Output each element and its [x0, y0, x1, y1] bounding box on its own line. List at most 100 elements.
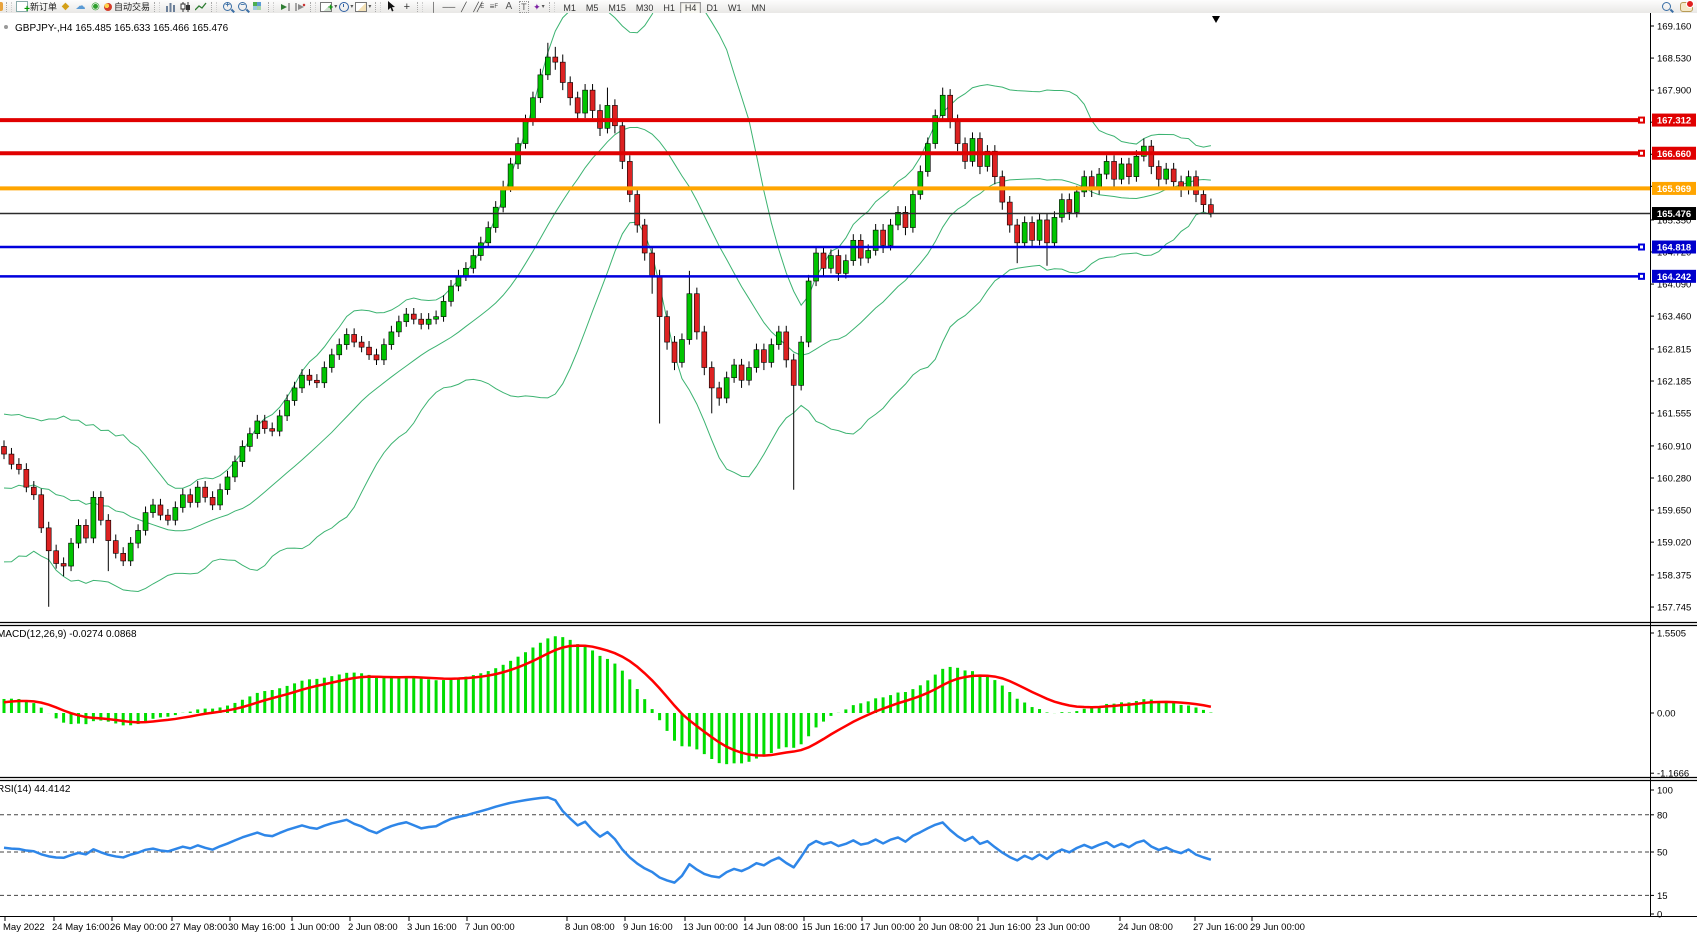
candle-up [798, 341, 804, 386]
candle-up [984, 150, 991, 167]
candle-up [336, 344, 343, 356]
crosshair-button[interactable]: + [399, 1, 414, 13]
timeframe-button-d1[interactable]: D1 [706, 2, 718, 13]
price-tick-label: 167.900 [1657, 86, 1691, 97]
price-tick-label: 159.650 [1657, 506, 1691, 517]
time-tick-label: 21 Jun 16:00 [976, 922, 1031, 933]
candle-down [98, 497, 104, 521]
toolbar-separator [310, 1, 317, 12]
candle-down [366, 346, 372, 356]
candle-down [649, 252, 655, 277]
price-tick-label: 162.815 [1657, 344, 1691, 355]
text-button[interactable]: A [501, 1, 516, 13]
candle-up [68, 542, 74, 567]
candle-up [135, 530, 141, 544]
time-tick-label: 27 Jun 16:00 [1193, 922, 1248, 933]
time-tick-label: 27 May 08:00 [170, 922, 228, 933]
zoom-out-button[interactable]: − [235, 0, 250, 13]
time-tick-label: 30 May 16:00 [228, 922, 286, 933]
gold-button[interactable]: ◆ [58, 1, 73, 13]
candle-down [880, 229, 886, 246]
candle-down [45, 527, 52, 552]
candle-up [865, 250, 872, 259]
price-label-box [1652, 269, 1696, 283]
text-label-button[interactable]: T [516, 0, 531, 13]
autotrading-icon [104, 2, 113, 11]
bar-chart-icon [166, 2, 176, 12]
autotrading-button[interactable]: 自动交易 [103, 1, 151, 13]
timeframe-button-h1[interactable]: H1 [663, 2, 675, 13]
candle-up [1103, 161, 1110, 175]
candle-up [403, 313, 410, 323]
chevron-down-icon: ▾ [368, 3, 372, 10]
timeframe-button-w1[interactable]: W1 [727, 2, 742, 13]
fibonacci-button[interactable]: ≡ F [489, 1, 499, 11]
new-order-button[interactable]: 新订单 [15, 1, 58, 13]
zoom-in-button[interactable]: + [220, 0, 235, 13]
macd-axis-label: 1.5505 [1657, 628, 1686, 639]
tile-windows-button[interactable] [250, 1, 265, 13]
timeframe-button-m30[interactable]: M30 [635, 2, 654, 13]
time-tick-label: 2 Jun 08:00 [348, 922, 398, 933]
candle-down [641, 224, 648, 254]
candle-up [939, 94, 946, 116]
candle-down [418, 318, 425, 325]
candle-down [671, 341, 678, 363]
candle-up [232, 461, 238, 478]
candle-up [180, 494, 186, 508]
channel-button[interactable]: ╱╱ E [473, 1, 485, 12]
candle-up [775, 331, 782, 345]
chart-shift-button[interactable] [292, 1, 307, 13]
horizontal-line-button[interactable]: ── [441, 1, 456, 13]
search-button[interactable] [1659, 1, 1674, 13]
line-chart-button[interactable] [193, 1, 208, 13]
candle-up [582, 89, 588, 114]
candle-up [1021, 222, 1028, 244]
indicators-button[interactable]: + ▾ [319, 1, 338, 13]
notifications-icon[interactable] [1680, 0, 1694, 12]
time-axis[interactable]: May 2022 24 May 16:00 26 May 00:00 27 May 0… [3, 917, 1305, 933]
candle-up [910, 194, 916, 228]
templates-button[interactable]: ▾ [354, 1, 372, 13]
candle-up [537, 74, 544, 99]
time-tick-label: 13 Jun 00:00 [683, 922, 738, 933]
auto-scroll-button[interactable] [277, 1, 292, 13]
price-tick-label: 160.280 [1657, 473, 1691, 484]
time-tick-label: 24 Jun 08:00 [1118, 922, 1173, 933]
candle-up [895, 211, 901, 226]
trendline-button[interactable]: ╱ [456, 1, 471, 13]
signal-button[interactable]: ◉ [88, 1, 103, 13]
new-order-icon [16, 1, 30, 13]
candle-up [492, 206, 499, 228]
line-chart-icon [194, 2, 207, 10]
timeframe-button-m15[interactable]: M15 [608, 2, 626, 13]
candle-down [53, 550, 59, 564]
community-button[interactable]: ☁ [73, 1, 88, 13]
timeframe-button-mn[interactable]: MN [751, 2, 766, 13]
vertical-line-button[interactable]: │ [426, 1, 441, 13]
candle-up [448, 285, 454, 302]
time-tick-label: 7 Jun 00:00 [465, 922, 515, 933]
price-tick-label: 157.745 [1657, 603, 1691, 614]
cursor-button[interactable] [384, 1, 399, 13]
candle-up [1059, 199, 1065, 218]
candle-down [8, 453, 15, 465]
candle-down [857, 239, 864, 259]
cursor-icon [388, 1, 396, 12]
arrows-button[interactable]: ✦ ▾ [531, 1, 546, 13]
candle-up [1081, 176, 1088, 193]
candle-down [1208, 204, 1214, 214]
bar-chart-button[interactable] [163, 1, 178, 13]
timeframe-button-h4[interactable]: H4 [679, 1, 702, 13]
toolbar-separator [417, 1, 424, 12]
periods-button[interactable]: ▾ [338, 1, 354, 13]
time-tick-label: 3 Jun 16:00 [407, 922, 457, 933]
timeframe-button-m5[interactable]: M5 [585, 2, 599, 13]
candle-down [664, 316, 670, 343]
templates-icon [355, 1, 368, 12]
candlestick-chart-button[interactable] [178, 1, 193, 13]
timeframe-button-m1[interactable]: M1 [563, 2, 576, 13]
candle-down [157, 504, 164, 516]
zoom-out-icon: − [238, 0, 248, 11]
